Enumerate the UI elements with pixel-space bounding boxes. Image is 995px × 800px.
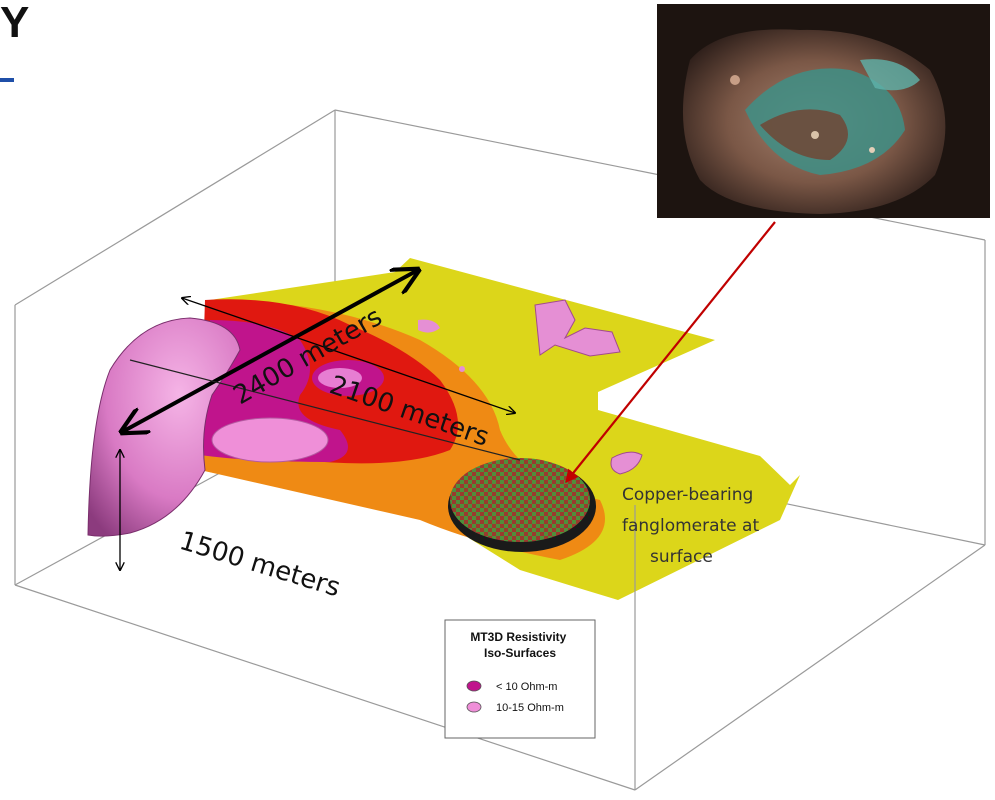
legend-title-line: Iso-Surfaces [484, 646, 556, 660]
callout-line: surface [650, 547, 713, 567]
mid-resistivity-pocket [211, 417, 329, 463]
legend-title: MT3D Resistivity Iso-Surfaces [470, 630, 569, 660]
legend-swatch-low [466, 680, 482, 692]
page-title-fragment: Y [0, 0, 30, 47]
callout-text: Copper-bearing fanglomerate at surface [622, 485, 765, 567]
width-dimension-line [129, 359, 521, 461]
legend-item-label: < 10 Ohm-m [496, 681, 557, 693]
callout-line: fanglomerate at [622, 516, 759, 536]
mid-resistivity-blob [534, 299, 621, 357]
title-accent-line [0, 78, 14, 82]
legend-swatch-mid [466, 701, 482, 713]
depth-dimension-label: 1500 meters [176, 526, 344, 603]
mid-resistivity-blob [459, 366, 465, 372]
copper-fanglomerate-patch [450, 458, 590, 542]
mineral-sample-photo [657, 4, 990, 218]
callout-arrow [565, 221, 776, 484]
model-box-front [14, 305, 986, 791]
width-dimension-arrow [182, 298, 515, 413]
legend: MT3D Resistivity Iso-Surfaces < 10 Ohm-m… [444, 619, 596, 739]
callout-line: Copper-bearing [622, 485, 753, 505]
mid-resistivity-blob [610, 451, 643, 475]
legend-item-label: 10-15 Ohm-m [496, 702, 564, 714]
legend-title-line: MT3D Resistivity [470, 630, 566, 644]
